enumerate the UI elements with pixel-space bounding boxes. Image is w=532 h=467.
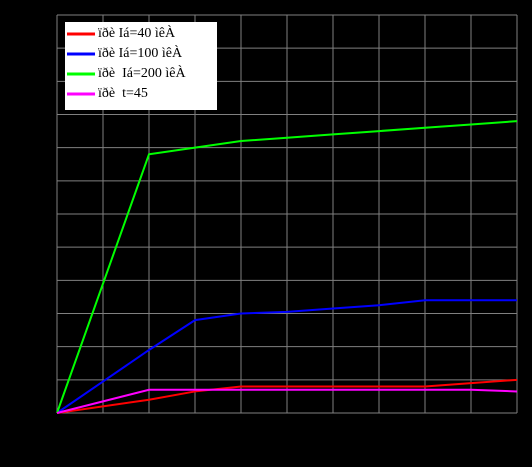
x-tick-label: 0 <box>54 421 61 436</box>
x-tick-label: 6 <box>330 421 337 436</box>
y-tick-label: 5 <box>44 239 51 254</box>
x-tick-label: 1 <box>100 421 107 436</box>
x-tick-label: 2 <box>146 421 153 436</box>
y-tick-label: 3 <box>44 306 51 321</box>
y-tick-label: 9 <box>44 107 51 122</box>
legend-label: ïðè Iá=200 ìêÀ <box>97 64 186 81</box>
legend-label: ïðè Iá=40 ìêÀ <box>97 24 176 41</box>
legend-label: ïðè Iá=100 ìêÀ <box>97 44 183 61</box>
x-tick-label: 9 <box>468 421 475 436</box>
x-tick-label: 4 <box>238 421 245 436</box>
y-tick-label: 6 <box>44 206 51 221</box>
y-tick-label: 7 <box>44 173 51 188</box>
y-tick-label: 12 <box>37 7 51 22</box>
x-tick-label: 8 <box>422 421 429 436</box>
series-line <box>56 378 518 414</box>
series-line <box>56 388 518 414</box>
x-tick-label: 5 <box>284 421 291 436</box>
y-tick-label: 0 <box>44 405 51 420</box>
y-tick-label: 10 <box>37 74 51 89</box>
y-tick-label: 8 <box>44 140 51 155</box>
x-tick-label: 3 <box>192 421 199 436</box>
series-line <box>56 120 518 414</box>
y-tick-label: 11 <box>38 40 51 55</box>
y-tick-label: 4 <box>44 273 51 288</box>
x-tick-label: 10 <box>510 421 524 436</box>
legend-label: ïðè t=45 <box>97 86 148 101</box>
x-tick-label: 7 <box>376 421 383 436</box>
y-tick-label: 2 <box>44 339 51 354</box>
series-line <box>56 299 517 414</box>
y-tick-label: 1 <box>44 372 51 387</box>
